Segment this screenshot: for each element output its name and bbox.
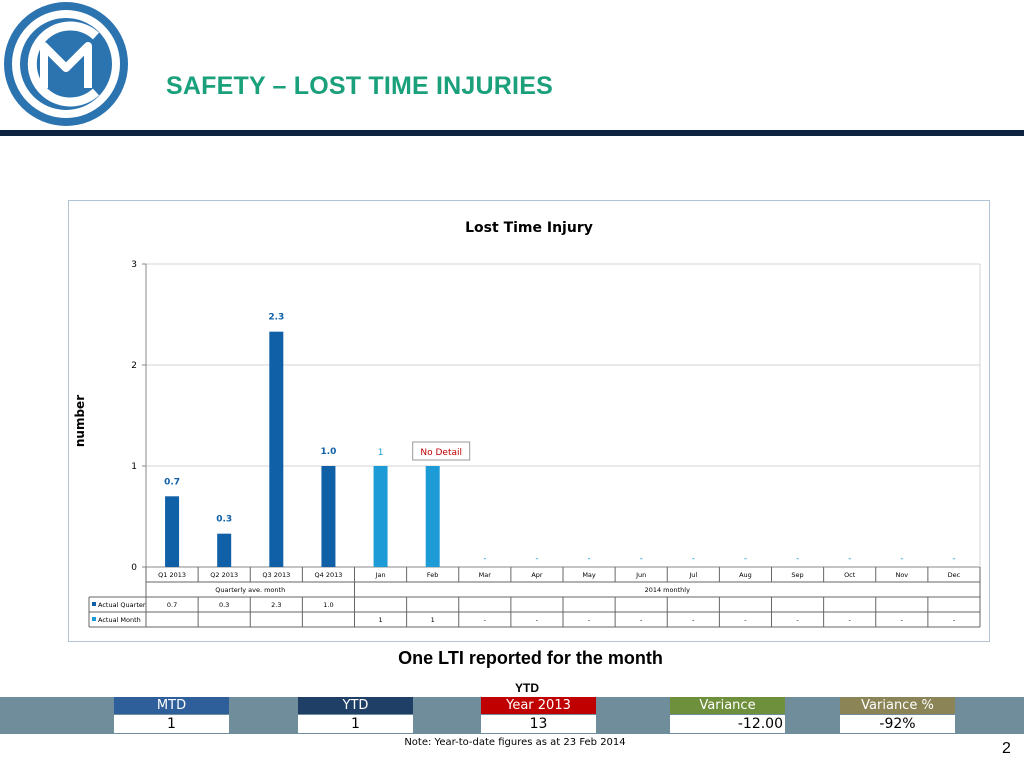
x-tick-label: Q2 2013: [210, 571, 238, 579]
table-cell: -: [744, 616, 747, 624]
data-label: -: [848, 554, 851, 564]
kpi-year-2013-value: 13: [481, 715, 596, 733]
y-axis-label: number: [73, 395, 87, 447]
kpi-variance-value: -92%: [840, 715, 955, 733]
x-tick-label: Sep: [791, 571, 803, 579]
legend-label: Actual Month: [98, 616, 141, 624]
table-cell: -: [536, 616, 539, 624]
title-divider: [0, 130, 1024, 136]
data-label: -: [744, 554, 747, 564]
headline: One LTI reported for the month: [398, 648, 663, 668]
kpi-variance-value: -12.00: [670, 715, 785, 733]
bar-actual-quarter: [321, 466, 336, 567]
kpi-ytd-label: YTD: [298, 697, 413, 714]
data-label: -: [535, 554, 538, 564]
table-cell: -: [640, 616, 643, 624]
x-tick-label: Jan: [375, 571, 386, 579]
kpi-mtd-label: MTD: [114, 697, 229, 714]
x-tick-label: Jun: [635, 571, 646, 579]
annotation-box: [412, 441, 471, 461]
data-label: 0.7: [164, 477, 180, 487]
kpi-year-2013-label: Year 2013: [481, 697, 596, 714]
table-cell: 1.0: [323, 601, 333, 609]
x-tick-label: Mar: [479, 571, 492, 579]
x-tick-label: Apr: [531, 571, 543, 579]
table-cell: 0.3: [219, 601, 229, 609]
x-tick-label: Oct: [844, 571, 856, 579]
y-tick-label: 2: [131, 361, 137, 371]
x-tick-label: Jul: [688, 571, 697, 579]
legend-swatch: [92, 617, 96, 621]
annotation-text: No Detail: [420, 448, 462, 458]
kpi-variance-label: Variance: [670, 697, 785, 714]
table-cell: -: [692, 616, 695, 624]
data-label: -: [587, 554, 590, 564]
ytd-section-label: YTD: [515, 681, 539, 695]
x-group-label: 2014 monthly: [645, 586, 691, 594]
table-cell: 2.3: [271, 601, 281, 609]
x-tick-label: May: [582, 571, 596, 579]
y-tick-label: 3: [131, 260, 137, 270]
bar-actual-month: [425, 466, 440, 567]
table-cell: 1: [431, 616, 435, 624]
x-tick-label: Q4 2013: [315, 571, 343, 579]
page-title: SAFETY – LOST TIME INJURIES: [166, 72, 553, 100]
table-cell: -: [901, 616, 904, 624]
footnote: Note: Year-to-date figures as at 23 Feb …: [404, 737, 626, 748]
table-cell: 1: [378, 616, 382, 624]
bar-actual-quarter: [217, 533, 232, 567]
kpi-mtd-value: 1: [114, 715, 229, 733]
data-label: -: [640, 554, 643, 564]
y-tick-label: 1: [131, 462, 137, 472]
y-tick-label: 0: [131, 563, 137, 573]
data-label: -: [952, 554, 955, 564]
x-tick-label: Feb: [427, 571, 439, 579]
data-label: 1: [378, 448, 384, 458]
page-number: 2: [1002, 740, 1011, 757]
data-label: -: [900, 554, 903, 564]
company-logo: [4, 2, 128, 126]
table-cell: 0.7: [167, 601, 177, 609]
x-tick-label: Nov: [895, 571, 908, 579]
legend-swatch: [92, 602, 96, 606]
bar-actual-month: [373, 466, 388, 567]
data-label: 0.3: [216, 515, 232, 525]
x-tick-label: Dec: [948, 571, 961, 579]
data-label: 1.0: [320, 447, 336, 457]
chart-panel: Lost Time Injury number 0 1 2 3 0.7 0.3 2.3 1.…: [68, 200, 990, 642]
bar-actual-quarter: [165, 496, 180, 567]
chart-title: Lost Time Injury: [465, 220, 593, 236]
data-label: 2.3: [268, 313, 284, 323]
legend-label: Actual Quarter: [98, 601, 146, 609]
kpi-ytd-value: 1: [298, 715, 413, 733]
x-group-label: Quarterly ave. month: [215, 586, 285, 594]
x-tick-label: Aug: [739, 571, 752, 579]
x-tick-label: Q1 2013: [158, 571, 186, 579]
lost-time-injury-chart: Lost Time Injury number 0 1 2 3 0.7 0.3 2.3 1.…: [73, 220, 981, 628]
data-label: -: [796, 554, 799, 564]
table-cell: -: [796, 616, 799, 624]
table-cell: -: [849, 616, 852, 624]
x-tick-label: Q3 2013: [262, 571, 290, 579]
table-cell: -: [953, 616, 956, 624]
table-cell: -: [588, 616, 591, 624]
bar-actual-quarter: [269, 331, 284, 567]
table-cell: -: [484, 616, 487, 624]
data-label: -: [692, 554, 695, 564]
data-label: -: [483, 554, 486, 564]
kpi-variance-label: Variance %: [840, 697, 955, 714]
